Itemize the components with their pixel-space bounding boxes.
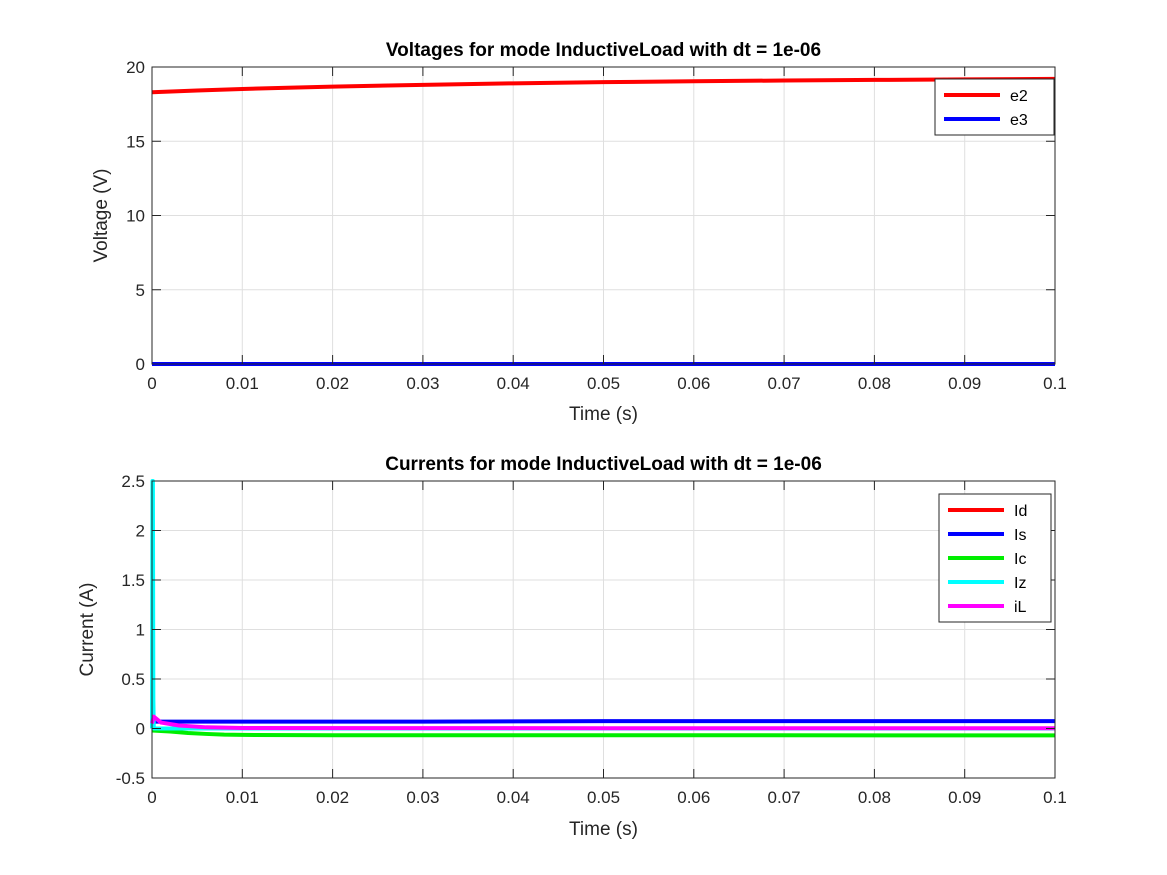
y-tick-label: 15 — [126, 132, 145, 151]
x-tick-label: 0.03 — [406, 374, 439, 393]
x-tick-label: 0.05 — [587, 788, 620, 807]
x-tick-label: 0.09 — [948, 374, 981, 393]
y-tick-label: 20 — [126, 58, 145, 77]
x-tick-label: 0.02 — [316, 788, 349, 807]
series-line-Ic — [151, 728, 1056, 738]
y-tick-label: 2.5 — [121, 472, 145, 491]
x-tick-label: 0.04 — [497, 374, 530, 393]
x-axis-label: Time (s) — [569, 404, 638, 425]
x-tick-label: 0.1 — [1043, 788, 1067, 807]
y-axis-label: Current (A) — [77, 583, 98, 677]
axes-2: 0 0.01 0.02 0.03 0.04 0.05 0.06 0.07 0.08 0.09 0.1… — [77, 454, 1067, 840]
y-tick-label: 5 — [136, 281, 145, 300]
x-tick-label: 0.1 — [1043, 374, 1067, 393]
legend-label-Ic: Ic — [1014, 551, 1026, 568]
x-tick-label: 0.06 — [677, 374, 710, 393]
x-tick-label: 0.04 — [497, 788, 530, 807]
x-tick-label: 0.07 — [768, 788, 801, 807]
x-tick-label: 0.03 — [406, 788, 439, 807]
legend-label-Id: Id — [1014, 503, 1027, 520]
x-tick-label: 0.08 — [858, 374, 891, 393]
series-line-iL — [150, 714, 1055, 731]
x-tick-label: 0.08 — [858, 788, 891, 807]
legend-label-e2: e2 — [1010, 88, 1028, 105]
x-tick-label: 0.01 — [226, 788, 259, 807]
x-tick-label: 0.09 — [948, 788, 981, 807]
legend-label-Iz: Iz — [1014, 575, 1026, 592]
chart-title: Currents for mode InductiveLoad with dt … — [385, 454, 822, 475]
series-line-Is — [151, 719, 1055, 725]
series-line-e2 — [151, 76, 1056, 95]
chart-title: Voltages for mode InductiveLoad with dt … — [386, 40, 821, 61]
y-tick-label: 0.5 — [121, 670, 145, 689]
x-tick-label: 0.02 — [316, 374, 349, 393]
x-tick-label: 0.07 — [768, 374, 801, 393]
axes-1: 0 0.01 0.02 0.03 0.04 0.05 0.06 0.07 0.08 0.09 0.1… — [91, 40, 1067, 425]
legend: Id Is Ic Iz iL — [938, 493, 1052, 623]
y-tick-label: 10 — [126, 207, 145, 226]
legend-label-Is: Is — [1014, 527, 1026, 544]
x-axis-label: Time (s) — [569, 819, 638, 840]
y-tick-label: -0.5 — [116, 769, 145, 788]
x-tick-label: 0 — [147, 788, 156, 807]
y-axis-label: Voltage (V) — [91, 169, 112, 263]
legend-label-e3: e3 — [1010, 112, 1028, 129]
x-tick-label: 0.01 — [226, 374, 259, 393]
y-tick-label: 0 — [136, 355, 145, 374]
legend-box — [934, 78, 1055, 136]
x-tick-label: 0 — [147, 374, 156, 393]
y-tick-label: 2 — [136, 522, 145, 541]
x-tick-label: 0.05 — [587, 374, 620, 393]
y-tick-label: 0 — [136, 720, 145, 739]
legend-label-iL: iL — [1014, 599, 1027, 616]
x-tick-label: 0.06 — [677, 788, 710, 807]
y-tick-label: 1.5 — [121, 571, 145, 590]
y-tick-label: 1 — [136, 621, 145, 640]
